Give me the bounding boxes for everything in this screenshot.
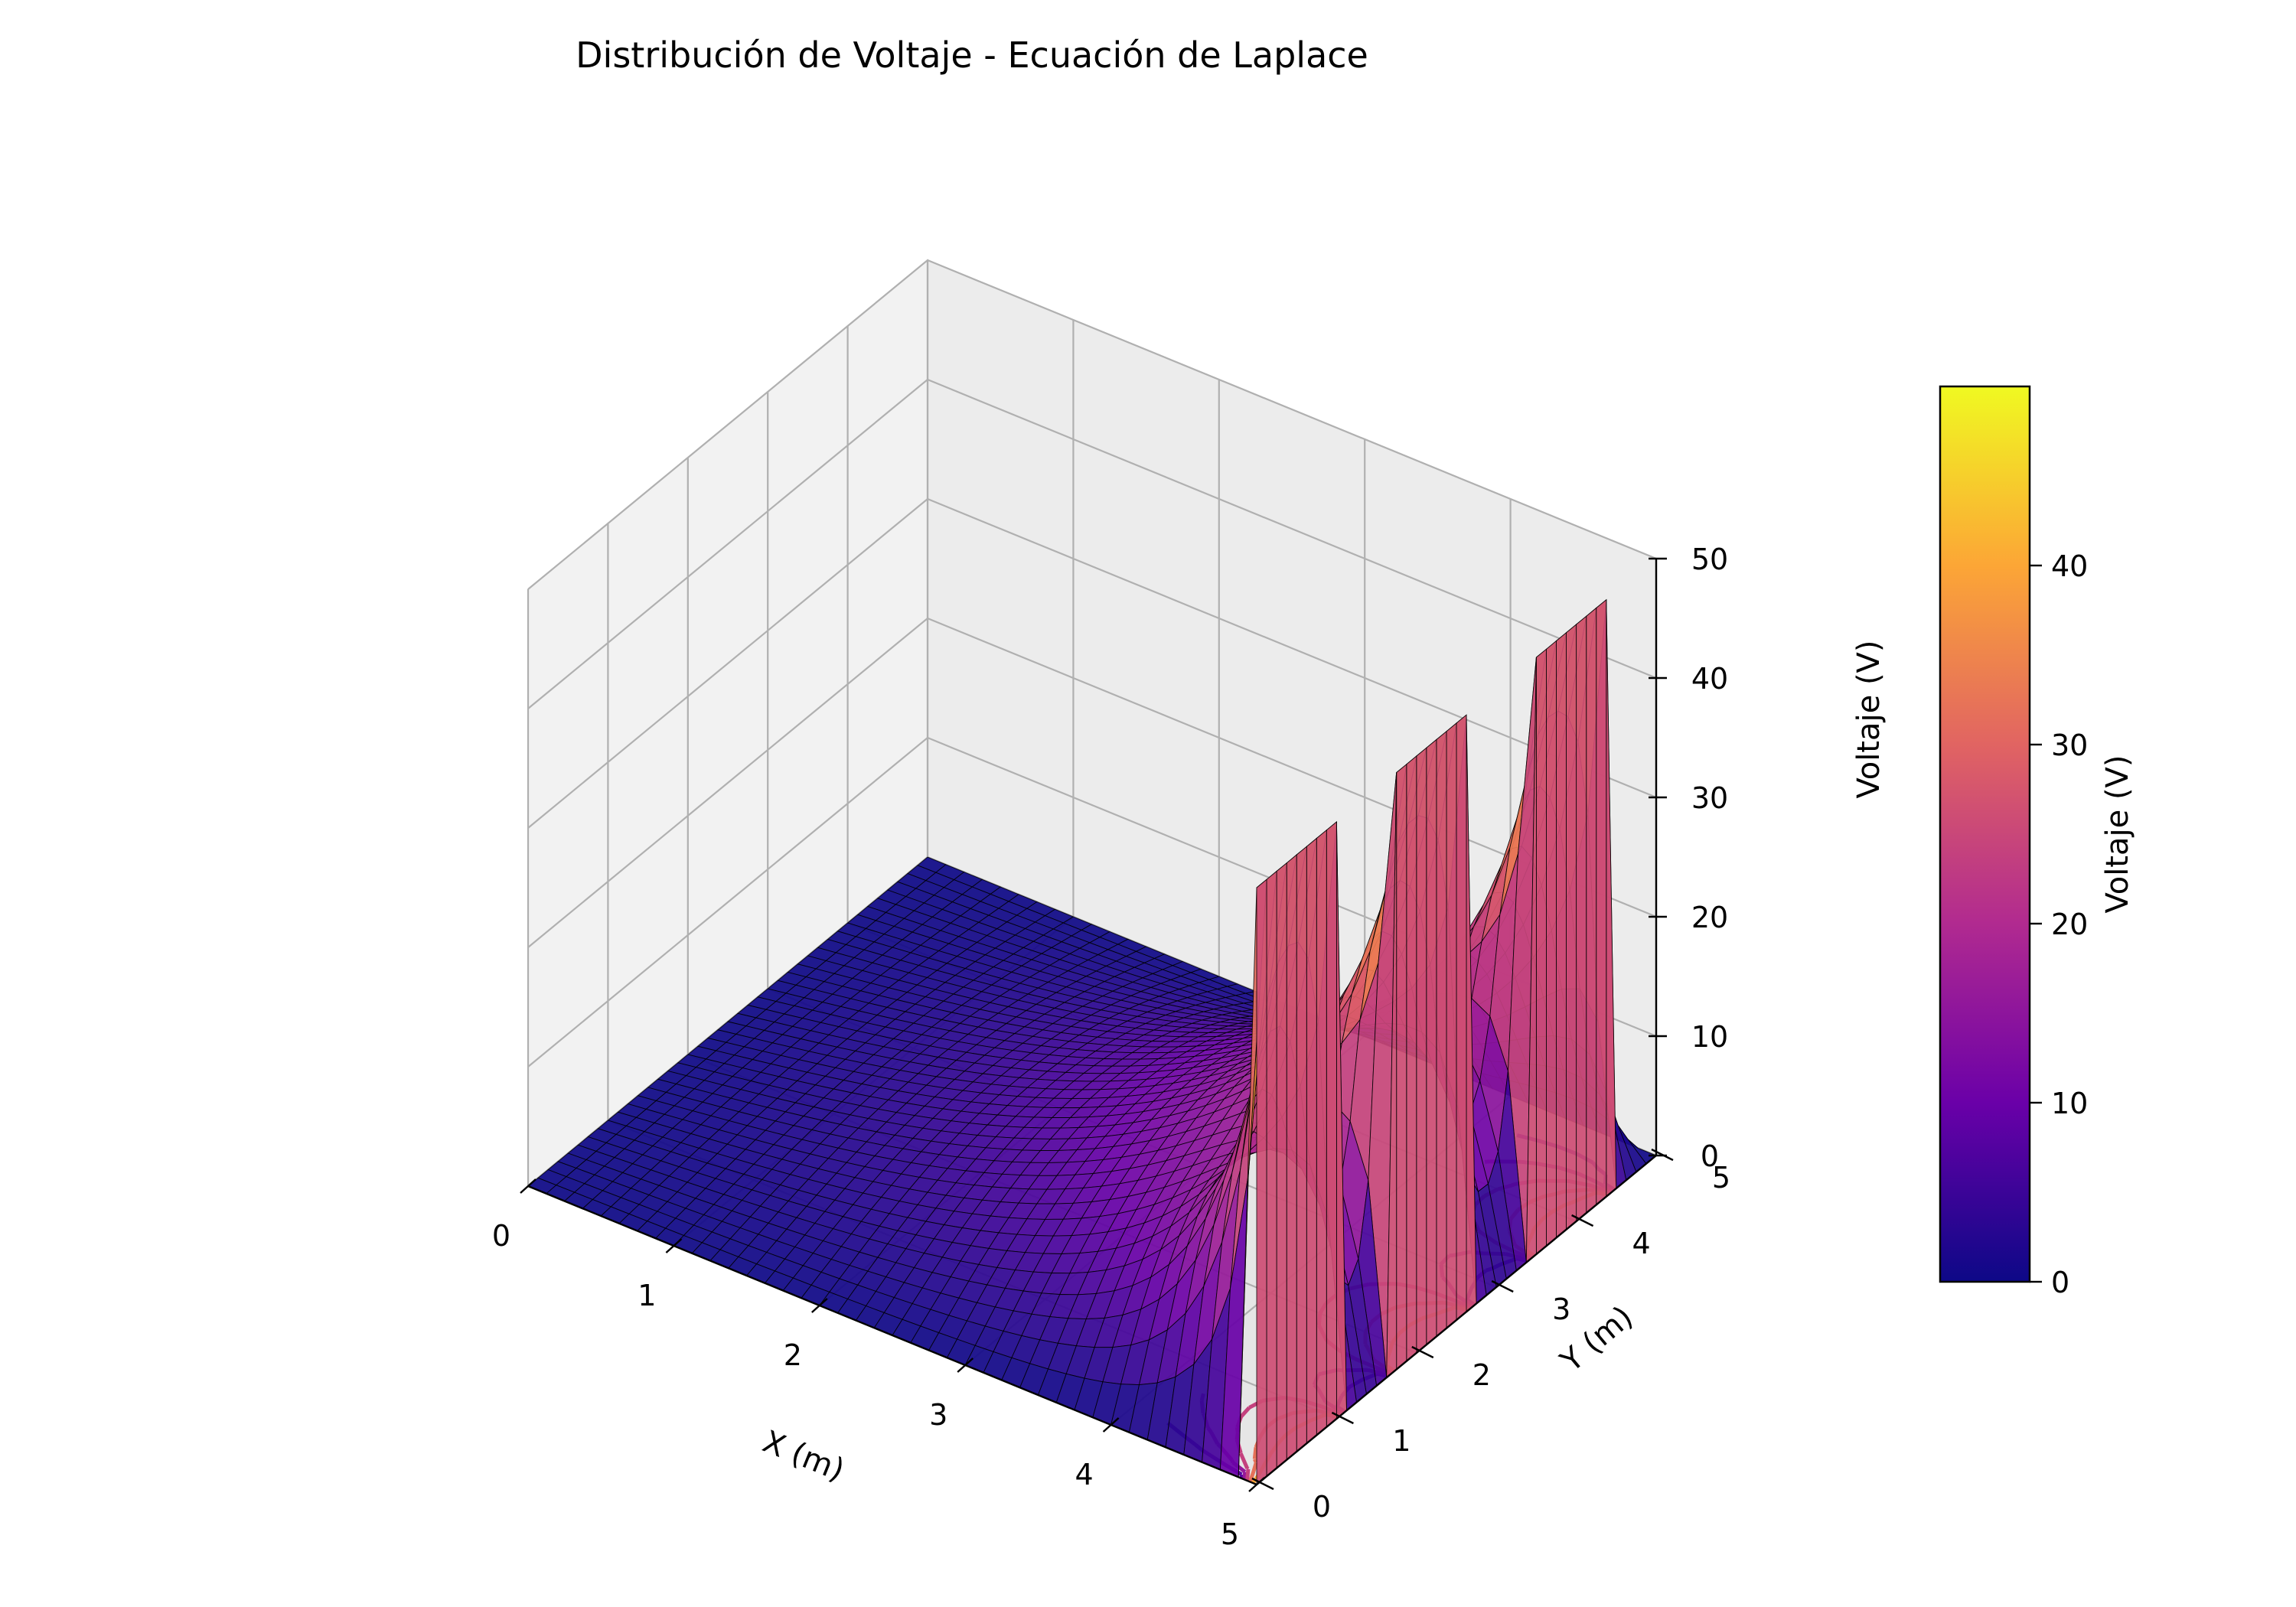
x-tick-mark — [665, 1238, 683, 1253]
surface-patch — [1535, 648, 1547, 1255]
colorbar-tick-label: 10 — [2051, 1087, 2088, 1120]
colorbar-tick-label: 20 — [2051, 908, 2088, 941]
surface-patch — [1326, 821, 1337, 1428]
x-tick-label: 2 — [784, 1338, 802, 1372]
surface-patch — [1256, 878, 1267, 1485]
surface-patch — [1436, 730, 1447, 1338]
z-tick-label: 0 — [1701, 1139, 1719, 1173]
x-tick-label: 3 — [929, 1398, 947, 1432]
surface-patch — [1456, 714, 1467, 1321]
x-tick-label: 4 — [1075, 1458, 1094, 1491]
z-tick-label: 20 — [1691, 901, 1728, 934]
y-tick-label: 0 — [1313, 1490, 1331, 1524]
surface-patch — [1546, 640, 1557, 1247]
y-tick-mark — [1491, 1279, 1514, 1293]
y-tick-label: 2 — [1473, 1358, 1491, 1392]
surface-patch — [1306, 837, 1317, 1445]
surface-patch — [1586, 607, 1597, 1214]
surface-patch — [1296, 846, 1307, 1452]
y-tick-label: 4 — [1632, 1227, 1651, 1260]
surface-patch — [1446, 722, 1457, 1329]
surface-patch — [1396, 763, 1407, 1371]
surface-patch — [1316, 829, 1327, 1436]
x-tick-label: 0 — [492, 1219, 510, 1253]
surface-patch — [1266, 870, 1277, 1478]
y-axis-line — [1256, 1155, 1657, 1485]
y-tick-label: 3 — [1552, 1292, 1570, 1326]
surface-patch — [1596, 598, 1607, 1206]
surface-patch — [1556, 631, 1567, 1239]
y-tick-mark — [1411, 1345, 1434, 1359]
chart-title: Distribución de Voltaje - Ecuación de La… — [576, 34, 1368, 76]
colorbar-ticks: 0 10 20 30 40 — [2030, 549, 2088, 1299]
z-tick-label: 30 — [1691, 781, 1728, 815]
colorbar-tick-label: 30 — [2051, 729, 2088, 762]
z-tick-label: 10 — [1691, 1020, 1728, 1054]
colorbar-tick-label: 40 — [2051, 549, 2088, 583]
x-tick-mark — [520, 1178, 536, 1194]
z-tick-label: 40 — [1691, 662, 1728, 696]
surface-patch — [1416, 747, 1427, 1354]
x-axis-line — [527, 1185, 1257, 1486]
z-tick-label: 50 — [1691, 543, 1728, 576]
surface-patch — [1286, 854, 1297, 1461]
axes-lines — [520, 557, 1674, 1492]
x-tick-mark — [957, 1358, 974, 1373]
x-tick-label: 1 — [638, 1279, 656, 1312]
y-tick-label: 1 — [1392, 1424, 1411, 1458]
surface-patch — [1566, 624, 1577, 1231]
y-tick-mark — [1251, 1477, 1274, 1491]
y-tick-mark — [1571, 1214, 1594, 1227]
y-tick-label: 5 — [1712, 1161, 1730, 1195]
surface-patch — [1576, 615, 1587, 1222]
x-axis-label: X (m) — [758, 1424, 849, 1488]
voltage-surface — [527, 598, 1657, 1485]
colorbar: 0 10 20 30 40 Voltaje (V) — [1939, 385, 2135, 1299]
colorbar-tick-label: 0 — [2051, 1266, 2069, 1299]
surface-patch — [1406, 755, 1417, 1362]
surface-patch — [1426, 738, 1437, 1346]
x-tick-mark — [810, 1298, 828, 1313]
x-tick-label: 5 — [1221, 1517, 1239, 1551]
z-axis-label: Voltaje (V) — [1851, 640, 1887, 798]
x-tick-mark — [1102, 1417, 1120, 1433]
colorbar-gradient — [1939, 385, 2031, 1283]
surface-patch — [1276, 862, 1287, 1469]
colorbar-label: Voltaje (V) — [2100, 755, 2135, 913]
y-tick-mark — [1331, 1411, 1354, 1425]
x-tick-mark — [1248, 1477, 1265, 1492]
